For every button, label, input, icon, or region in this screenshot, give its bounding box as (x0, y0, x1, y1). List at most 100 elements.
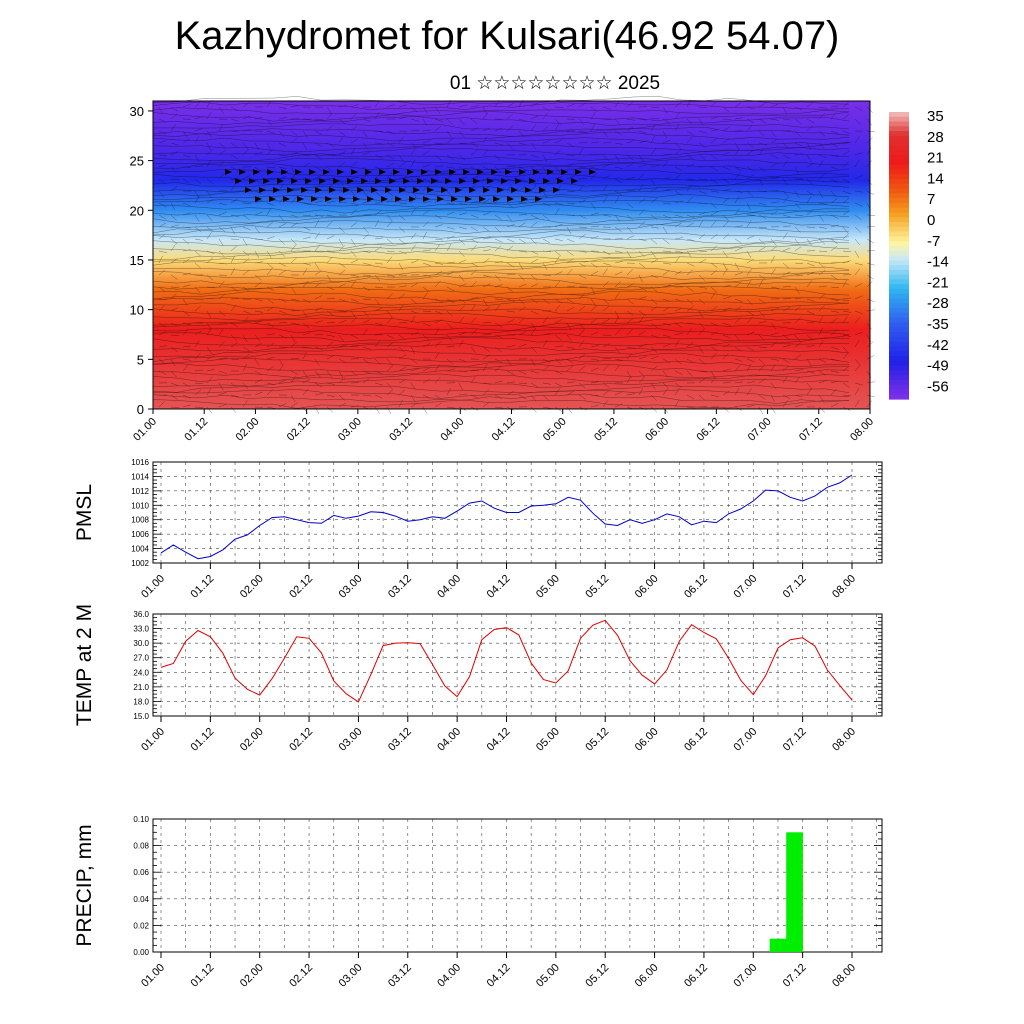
colorbar-segment (889, 303, 909, 309)
y-tick-label: 30 (130, 104, 144, 119)
colorbar-segment (889, 121, 909, 127)
x-tick-label: 05.12 (592, 416, 620, 444)
x-tick-label: 04.00 (435, 726, 463, 754)
precip-bar (773, 938, 779, 952)
x-tick-label: 02.12 (287, 962, 315, 990)
colorbar-segment (889, 112, 909, 118)
colorbar-segment (889, 207, 909, 214)
colorbar-label: 28 (927, 129, 944, 146)
x-tick-label: 02.12 (285, 416, 313, 444)
colorbar-segment (889, 394, 909, 400)
colorbar-segment (889, 389, 909, 395)
colorbar-segment (889, 131, 909, 137)
colorbar-segment (889, 222, 909, 228)
colorbar-segment (889, 178, 909, 185)
y-tick-label: 0.02 (133, 921, 149, 930)
colorbar-segment (889, 241, 909, 247)
colorbar-segment (889, 198, 909, 204)
colorbar-segment (889, 193, 909, 199)
colorbar-segment (889, 159, 909, 166)
x-tick-label: 06.00 (643, 416, 671, 444)
y-tick-label: 1006 (131, 530, 149, 539)
colorbar-label: 21 (927, 150, 944, 167)
x-tick-label: 03.12 (386, 573, 414, 601)
y-tick-label: 1002 (131, 559, 149, 568)
series-line (160, 619, 853, 703)
y-tick-label: 0.04 (133, 895, 149, 904)
grid (153, 461, 882, 564)
chart-subtitle: 01 ☆☆☆☆☆☆☆☆ 2025 (449, 73, 661, 94)
colorbar-segment (889, 135, 909, 142)
colorbar-segment (889, 188, 909, 194)
y-tick-label: 0.08 (133, 842, 149, 851)
x-tick-label: 01.00 (139, 962, 167, 990)
colorbar-label: -28 (927, 295, 949, 312)
x-tick-label: 08.00 (830, 962, 858, 990)
x-tick-label: 01.12 (189, 573, 217, 601)
x-tick-label: 07.12 (781, 726, 809, 754)
precip-bar (782, 938, 787, 952)
y-tick-label: 15.0 (133, 712, 149, 721)
chart-title: Kazhydromet for Kulsari(46.92 54.07) (174, 14, 840, 58)
x-tick-label: 02.00 (234, 416, 262, 444)
grid (153, 613, 882, 717)
y-tick-label: 5 (137, 352, 144, 367)
colorbar-segment (889, 164, 909, 170)
x-tick-label: 06.12 (682, 962, 710, 990)
colorbar-segment (889, 226, 909, 233)
colorbar-segment (889, 332, 909, 338)
y-axis-label: PMSL (73, 484, 96, 541)
colorbar-label: 35 (927, 108, 944, 125)
colorbar-segment (889, 126, 909, 132)
colorbar-segment (889, 279, 909, 285)
x-tick-label: 01.12 (189, 726, 217, 754)
temp-panel: 15.0 18.0 21.0 24.0 27.0 30.0 33.0 36.0 01.00 01.… (73, 604, 883, 754)
x-tick-label: 08.00 (848, 416, 876, 444)
colorbar-label: 7 (927, 191, 935, 208)
colorbar-segment (889, 341, 909, 347)
colorbar-segment (889, 250, 909, 257)
x-tick-label: 05.00 (534, 962, 562, 990)
x-tick-label: 06.12 (695, 416, 723, 444)
x-tick-label: 01.00 (131, 416, 159, 444)
x-tick-label: 04.12 (485, 962, 513, 990)
x-tick-label: 01.12 (182, 416, 210, 444)
colorbar-label: -49 (927, 358, 949, 375)
colorbar-segment (889, 317, 909, 324)
grid (153, 818, 882, 953)
x-tick-label: 05.12 (583, 573, 611, 601)
colorbar-segment (889, 260, 909, 266)
x-tick-label: 06.00 (633, 962, 661, 990)
colorbar-segment (889, 183, 909, 190)
y-tick-label: 18.0 (133, 697, 149, 706)
y-tick-label: 27.0 (133, 654, 149, 663)
x-tick-label: 04.00 (435, 573, 463, 601)
precip-bar (794, 832, 799, 952)
y-tick-label: 24.0 (133, 668, 149, 677)
x-tick-label: 03.00 (337, 962, 365, 990)
minor-ticks (153, 461, 882, 564)
x-tick-label: 07.00 (746, 416, 774, 444)
x-tick-label: 02.00 (238, 726, 266, 754)
y-tick-label: 21.0 (133, 683, 149, 692)
colorbar-segment (889, 150, 909, 156)
y-tick-label: 36.0 (133, 610, 149, 619)
x-tick-label: 03.00 (336, 416, 364, 444)
colorbar-segment (889, 379, 909, 386)
colorbar-segment (889, 365, 909, 371)
precip-bar (790, 832, 795, 952)
x-tick-label: 03.12 (386, 726, 414, 754)
x-tick-label: 08.00 (830, 573, 858, 601)
x-tick-label: 04.00 (435, 962, 463, 990)
colorbar-segment (889, 370, 909, 376)
y-tick-label: 1008 (131, 516, 149, 525)
colorbar-segment (889, 145, 909, 151)
jet-flags (225, 169, 596, 202)
pmsl-panel: 1002 1004 1006 1008 1010 1012 1014 1016 01.00 01.… (73, 458, 883, 601)
x-tick-label: 03.00 (337, 573, 365, 601)
y-tick-label: 1012 (131, 487, 149, 496)
precip-bar (786, 832, 791, 952)
x-tick-label: 05.00 (534, 573, 562, 601)
colorbar-segment (889, 355, 909, 362)
